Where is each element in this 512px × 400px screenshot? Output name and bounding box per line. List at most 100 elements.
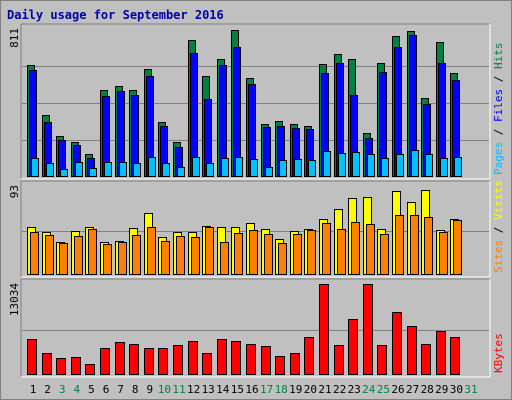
hits-files-pages-panel-legend: Pages / Files / Hits xyxy=(492,43,505,176)
sites-bar-day-28 xyxy=(424,217,433,275)
sites-bar-day-5 xyxy=(88,229,97,275)
pages-bar-day-21 xyxy=(323,151,331,177)
sites-bar-day-16 xyxy=(249,230,258,275)
pages-bar-day-16 xyxy=(250,159,258,177)
legend-entry: / xyxy=(492,220,505,240)
kbytes-bar-day-11 xyxy=(173,345,183,375)
pages-bar-day-23 xyxy=(352,152,360,177)
day-label-12: 12 xyxy=(187,383,200,396)
day-label-28: 28 xyxy=(421,383,434,396)
pages-bar-day-20 xyxy=(308,160,316,177)
pages-bar-day-30 xyxy=(454,157,462,177)
pages-bar-day-25 xyxy=(381,158,389,177)
day-label-29: 29 xyxy=(435,383,448,396)
pages-bar-day-5 xyxy=(89,168,97,177)
day-label-9: 9 xyxy=(146,383,153,396)
sites-bar-day-8 xyxy=(132,235,141,275)
legend-entry: / xyxy=(492,69,505,89)
day-label-8: 8 xyxy=(132,383,139,396)
day-label-24: 24 xyxy=(362,383,376,396)
pages-bar-day-26 xyxy=(396,154,404,177)
day-label-6: 6 xyxy=(103,383,110,396)
kbytes-bar-day-19 xyxy=(290,353,300,375)
kbytes-bar-day-4 xyxy=(71,357,81,375)
pages-bar-day-3 xyxy=(60,169,68,177)
kbytes-bar-day-28 xyxy=(421,344,431,375)
kbytes-bar-day-6 xyxy=(100,348,110,375)
sites-bar-day-17 xyxy=(264,234,273,275)
day-label-17: 17 xyxy=(260,383,273,396)
day-label-13: 13 xyxy=(202,383,215,396)
sites-bar-day-20 xyxy=(307,230,316,275)
pages-bar-day-13 xyxy=(206,163,214,177)
day-label-22: 22 xyxy=(333,383,346,396)
day-label-5: 5 xyxy=(88,383,95,396)
pages-bar-day-6 xyxy=(104,162,112,177)
sites-bar-day-23 xyxy=(351,222,360,275)
day-label-30: 30 xyxy=(450,383,463,396)
kbytes-bar-day-7 xyxy=(115,342,125,375)
pages-bar-day-29 xyxy=(440,158,448,177)
pages-bar-day-12 xyxy=(192,157,200,177)
sites-visits-panel-max-label: 93 xyxy=(8,185,21,198)
day-label-21: 21 xyxy=(318,383,331,396)
legend-entry: Hits xyxy=(492,43,505,70)
day-label-7: 7 xyxy=(117,383,124,396)
kbytes-bar-day-16 xyxy=(246,344,256,375)
sites-bar-day-21 xyxy=(322,223,331,275)
kbytes-bar-day-23 xyxy=(348,319,358,375)
day-label-11: 11 xyxy=(172,383,185,396)
legend-entry: KBytes xyxy=(492,333,505,373)
sites-bar-day-4 xyxy=(74,236,83,275)
day-label-10: 10 xyxy=(158,383,171,396)
kbytes-bar-day-17 xyxy=(261,346,271,375)
pages-bar-day-1 xyxy=(31,158,39,177)
kbytes-bar-day-22 xyxy=(334,345,344,375)
day-label-27: 27 xyxy=(406,383,419,396)
kbytes-bar-day-1 xyxy=(27,339,37,375)
sites-bar-day-9 xyxy=(147,227,156,275)
kbytes-bar-day-8 xyxy=(129,344,139,375)
sites-bar-day-2 xyxy=(45,235,54,275)
day-label-19: 19 xyxy=(289,383,302,396)
legend-entry: Sites xyxy=(492,240,505,273)
pages-bar-day-14 xyxy=(221,158,229,177)
kbytes-bar-day-24 xyxy=(363,284,373,375)
kbytes-bar-day-2 xyxy=(42,353,52,375)
pages-bar-day-4 xyxy=(75,162,83,177)
sites-bar-day-30 xyxy=(453,220,462,275)
kbytes-bar-day-12 xyxy=(188,341,198,375)
sites-bar-day-14 xyxy=(220,242,229,275)
legend-entry: Visits xyxy=(492,180,505,220)
day-label-31: 31 xyxy=(464,383,477,396)
sites-bar-day-22 xyxy=(337,229,346,275)
kbytes-bar-day-20 xyxy=(304,337,314,375)
day-label-25: 25 xyxy=(377,383,390,396)
chart-title: Daily usage for September 2016 xyxy=(7,8,224,22)
pages-bar-day-15 xyxy=(235,157,243,177)
kbytes-bar-day-13 xyxy=(202,353,212,375)
pages-bar-day-11 xyxy=(177,167,185,177)
day-label-3: 3 xyxy=(59,383,66,396)
pages-bar-day-2 xyxy=(46,163,54,177)
legend-entry: Files xyxy=(492,89,505,122)
kbytes-bar-day-30 xyxy=(450,337,460,375)
sites-bar-day-3 xyxy=(59,243,68,275)
pages-bar-day-27 xyxy=(411,150,419,177)
kbytes-bar-day-3 xyxy=(56,358,66,375)
sites-bar-day-29 xyxy=(439,232,448,275)
pages-bar-day-19 xyxy=(294,159,302,177)
sites-bar-day-10 xyxy=(161,241,170,275)
sites-bar-day-25 xyxy=(380,234,389,275)
day-label-20: 20 xyxy=(304,383,317,396)
kbytes-bar-day-18 xyxy=(275,356,285,375)
hits-files-pages-panel-max-label: 811 xyxy=(8,28,21,48)
sites-bar-day-18 xyxy=(278,243,287,275)
pages-bar-day-22 xyxy=(338,153,346,177)
kbytes-panel-max-label: 13034 xyxy=(8,283,21,316)
kbytes-bar-day-5 xyxy=(85,364,95,375)
sites-bar-day-24 xyxy=(366,224,375,275)
day-label-16: 16 xyxy=(245,383,258,396)
day-label-26: 26 xyxy=(391,383,404,396)
